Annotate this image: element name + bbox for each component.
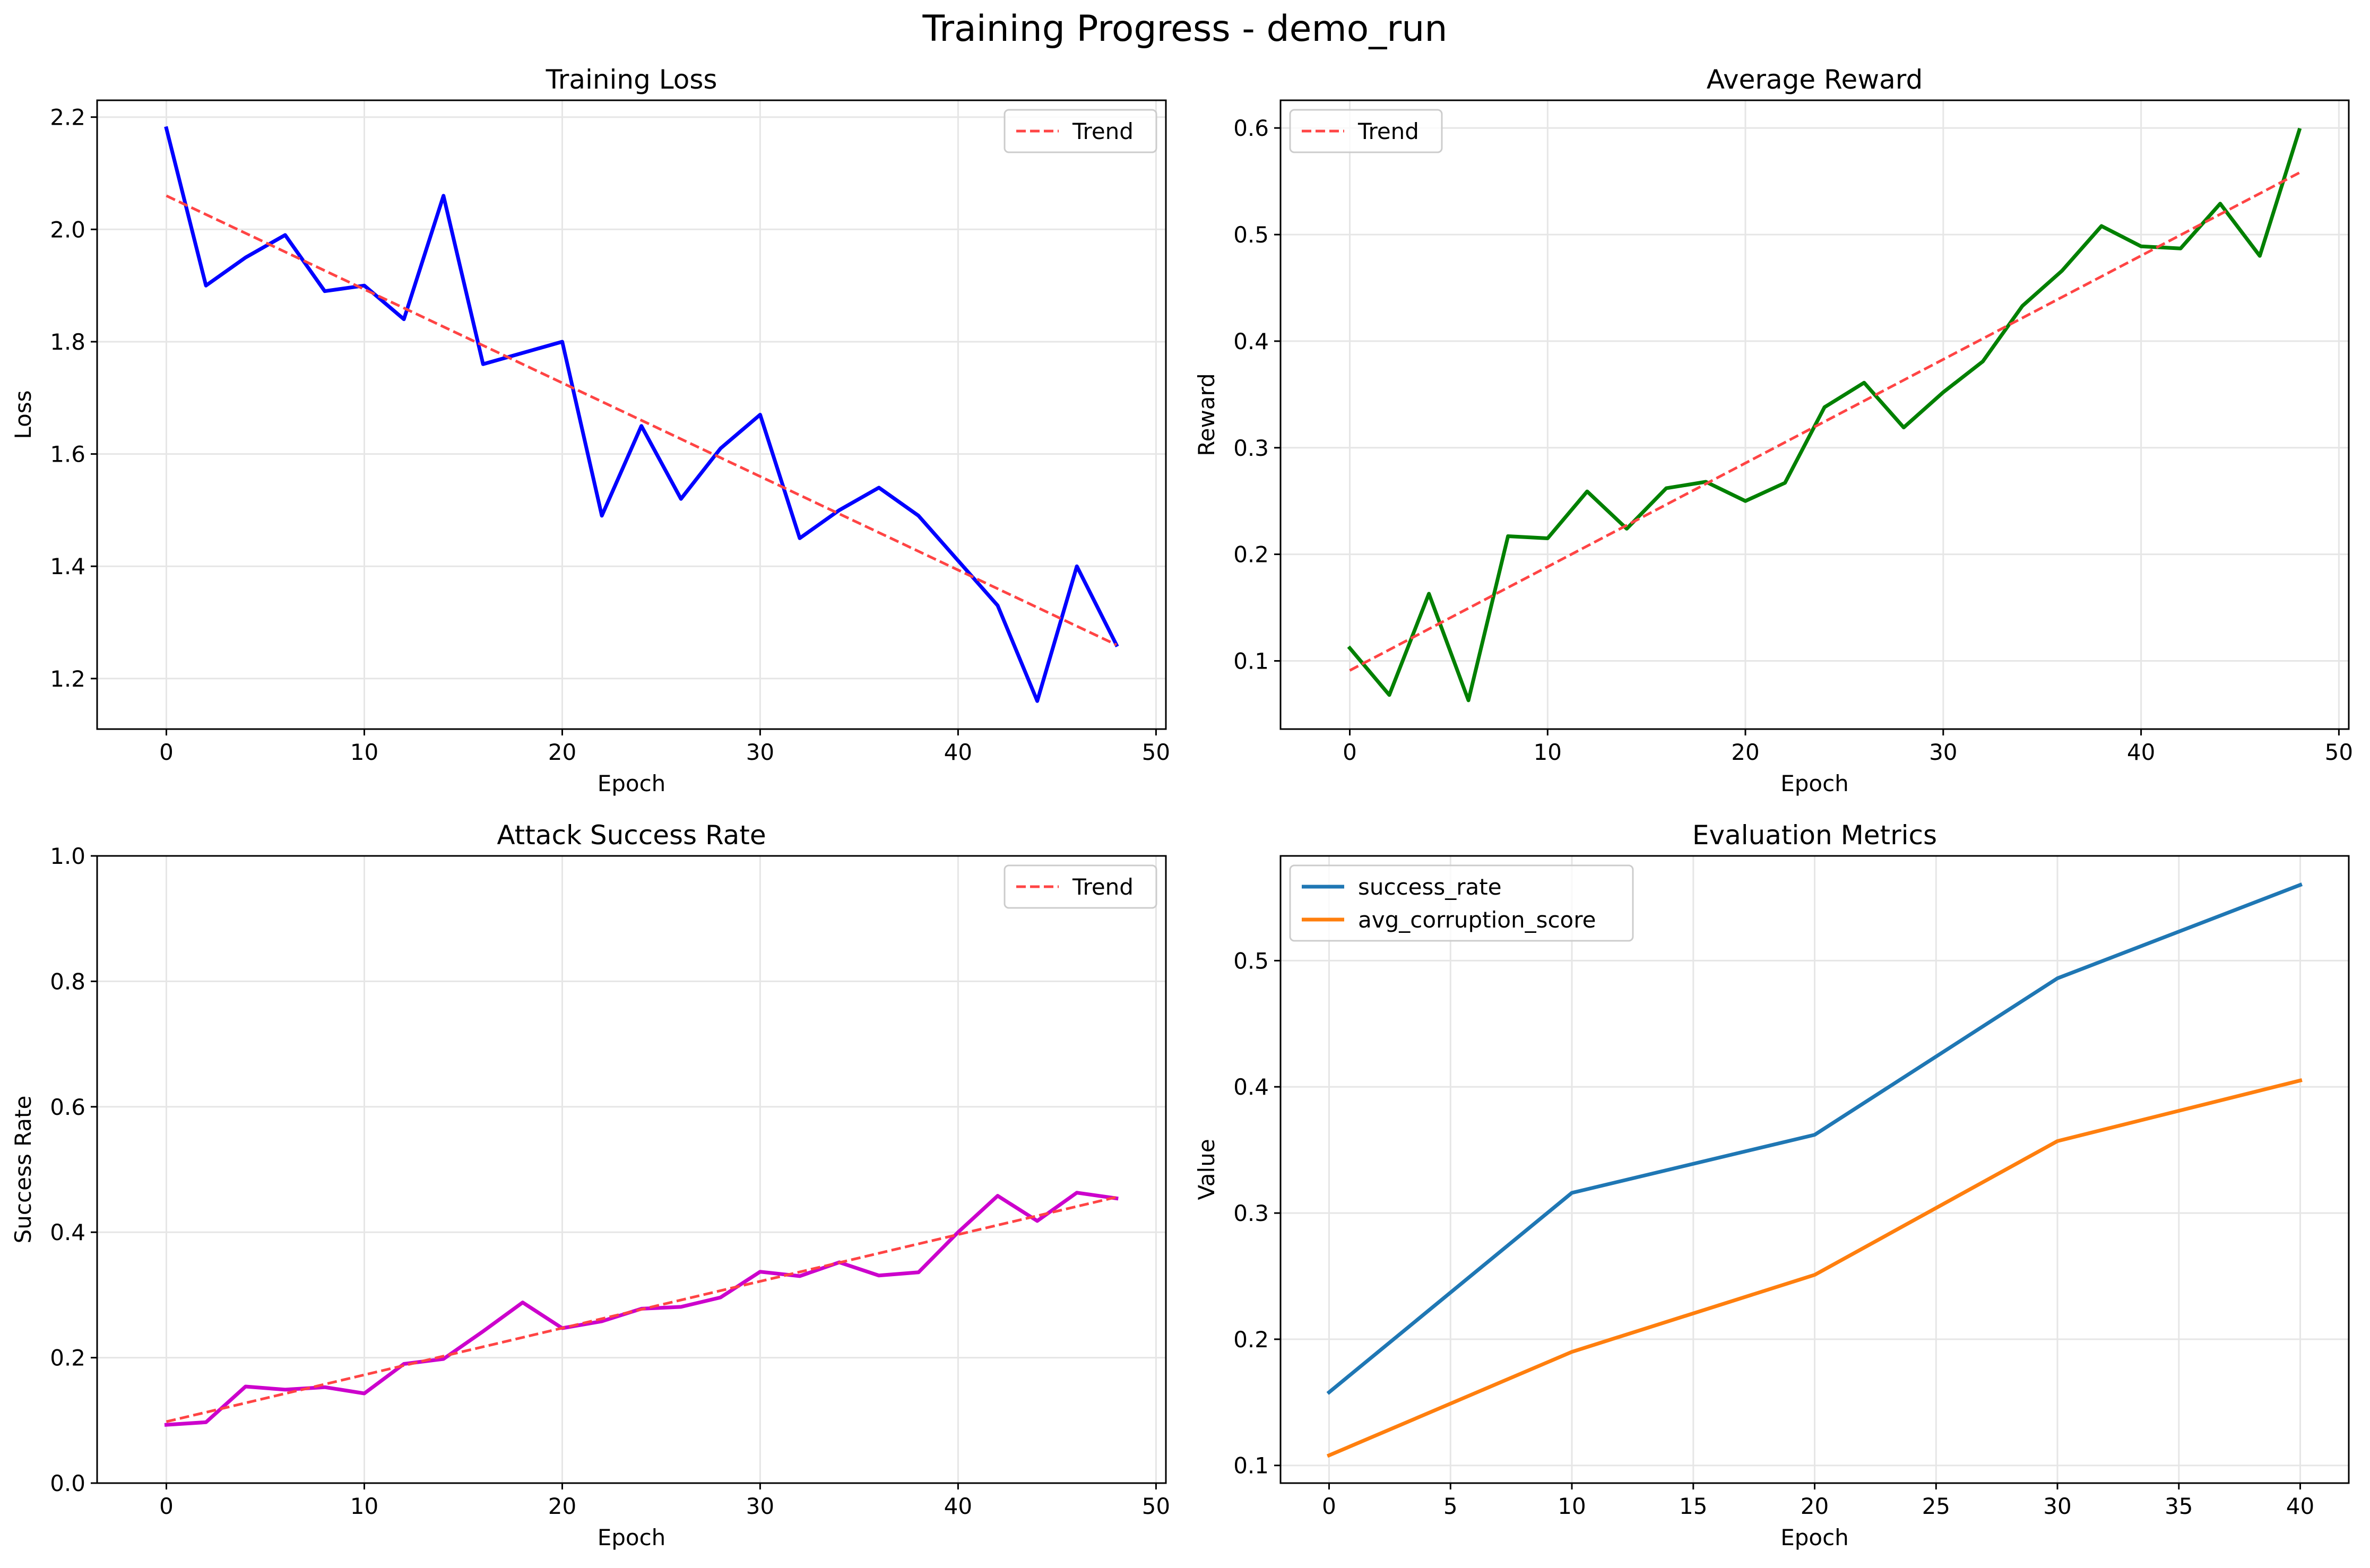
x-tick-label: 10 xyxy=(1534,739,1562,765)
legend-label: Trend xyxy=(1357,118,1419,144)
x-tick-label: 25 xyxy=(1922,1493,1950,1519)
legend-label: Trend xyxy=(1072,874,1134,900)
x-tick-label: 0 xyxy=(159,1493,174,1519)
y-tick-label: 0.4 xyxy=(1233,1074,1269,1100)
trend-line xyxy=(166,194,1117,646)
x-tick-label: 50 xyxy=(1142,739,1170,765)
x-tick-label: 30 xyxy=(2043,1493,2071,1519)
axes-frame xyxy=(1279,99,2350,730)
y-tick-label: 0.5 xyxy=(1233,222,1269,248)
x-axis-label: Epoch xyxy=(598,1524,666,1550)
panel-title: Average Reward xyxy=(1707,64,1923,95)
y-tick-label: 1.2 xyxy=(50,666,85,692)
x-tick-label: 20 xyxy=(1731,739,1759,765)
series-line-success-rate xyxy=(1326,882,2303,1395)
y-tick-label: 0.4 xyxy=(50,1219,85,1245)
y-tick-label: 2.0 xyxy=(50,216,85,242)
legend-label: avg_corruption_score xyxy=(1358,907,1596,933)
y-tick-label: 0.8 xyxy=(50,968,85,994)
x-tick-label: 10 xyxy=(350,739,378,765)
y-tick-label: 0.1 xyxy=(1233,648,1269,674)
trend-line xyxy=(166,1196,1117,1423)
x-tick-label: 40 xyxy=(2286,1493,2314,1519)
panel-title: Training Loss xyxy=(546,64,717,95)
x-tick-label: 50 xyxy=(2325,739,2353,765)
x-tick-label: 0 xyxy=(159,739,174,765)
y-tick-label: 0.1 xyxy=(1233,1453,1269,1479)
x-tick-label: 10 xyxy=(350,1493,378,1519)
y-axis-label: Reward xyxy=(1193,373,1219,456)
y-tick-label: 0.2 xyxy=(1233,1327,1269,1353)
y-tick-label: 0.0 xyxy=(50,1470,85,1496)
panel-average-reward: 0 10 20 30 40 50 0.1 0.2 0.3 0.4 0.5 0.6 Average Rew… xyxy=(1193,64,2353,796)
x-tick-label: 0 xyxy=(1343,739,1357,765)
legend-label: success_rate xyxy=(1358,874,1502,900)
y-tick-label: 2.2 xyxy=(50,105,85,131)
x-tick-label: 30 xyxy=(746,1493,774,1519)
legend-label: Trend xyxy=(1072,118,1134,144)
panel-evaluation-metrics: 0 5 10 15 20 25 30 35 40 0.1 0.2 0.3 0.4 0.5 Evaluatio… xyxy=(1193,820,2350,1550)
panel-training-loss: 0 10 20 30 40 50 1.2 1.4 1.6 1.8 2.0 2.2 Training Lo… xyxy=(10,64,1170,796)
y-tick-label: 0.4 xyxy=(1233,328,1269,354)
axes-frame xyxy=(96,855,1167,1484)
x-tick-label: 40 xyxy=(2127,739,2155,765)
legend-box xyxy=(1004,109,1157,153)
y-tick-label: 1.8 xyxy=(50,329,85,355)
y-tick-label: 0.2 xyxy=(1233,542,1269,568)
y-axis-label: Loss xyxy=(10,390,36,439)
legend-box xyxy=(1289,109,1443,153)
legend-box xyxy=(1289,864,1634,942)
x-tick-label: 0 xyxy=(1322,1493,1336,1519)
x-tick-label: 35 xyxy=(2165,1493,2193,1519)
x-tick-label: 20 xyxy=(548,739,576,765)
y-tick-label: 0.6 xyxy=(1233,115,1269,141)
figure-suptitle: Training Progress - demo_run xyxy=(922,8,1448,50)
x-axis-label: Epoch xyxy=(1780,770,1849,796)
x-tick-label: 10 xyxy=(1558,1493,1586,1519)
y-tick-label: 1.4 xyxy=(50,553,85,579)
x-tick-label: 20 xyxy=(548,1493,576,1519)
y-axis-label: Value xyxy=(1193,1139,1219,1200)
x-tick-label: 40 xyxy=(944,1493,972,1519)
panel-attack-success-rate: 0 10 20 30 40 50 0.0 0.2 0.4 0.6 0.8 1.0 Attack Succ… xyxy=(10,820,1170,1550)
series-line xyxy=(164,126,1119,703)
y-tick-label: 1.6 xyxy=(50,441,85,467)
x-tick-label: 50 xyxy=(1142,1493,1170,1519)
y-tick-label: 0.3 xyxy=(1233,435,1269,461)
x-axis-label: Epoch xyxy=(1780,1524,1849,1550)
y-tick-label: 0.6 xyxy=(50,1094,85,1120)
series-line-avg-corruption-score xyxy=(1326,1078,2303,1458)
x-tick-label: 20 xyxy=(1801,1493,1829,1519)
y-tick-label: 1.0 xyxy=(50,843,85,869)
x-axis-label: Epoch xyxy=(598,770,666,796)
y-tick-label: 0.5 xyxy=(1233,948,1269,974)
x-tick-label: 30 xyxy=(746,739,774,765)
panel-title: Evaluation Metrics xyxy=(1692,820,1937,851)
x-tick-label: 30 xyxy=(1929,739,1957,765)
x-tick-label: 15 xyxy=(1679,1493,1707,1519)
axes-frame xyxy=(96,99,1167,730)
legend-box xyxy=(1004,864,1157,909)
panel-title: Attack Success Rate xyxy=(497,820,766,851)
y-tick-label: 0.3 xyxy=(1233,1200,1269,1226)
x-tick-label: 5 xyxy=(1443,1493,1458,1519)
x-tick-label: 40 xyxy=(944,739,972,765)
series-line xyxy=(1347,127,2302,703)
y-tick-label: 0.2 xyxy=(50,1345,85,1371)
y-axis-label: Success Rate xyxy=(10,1096,36,1244)
